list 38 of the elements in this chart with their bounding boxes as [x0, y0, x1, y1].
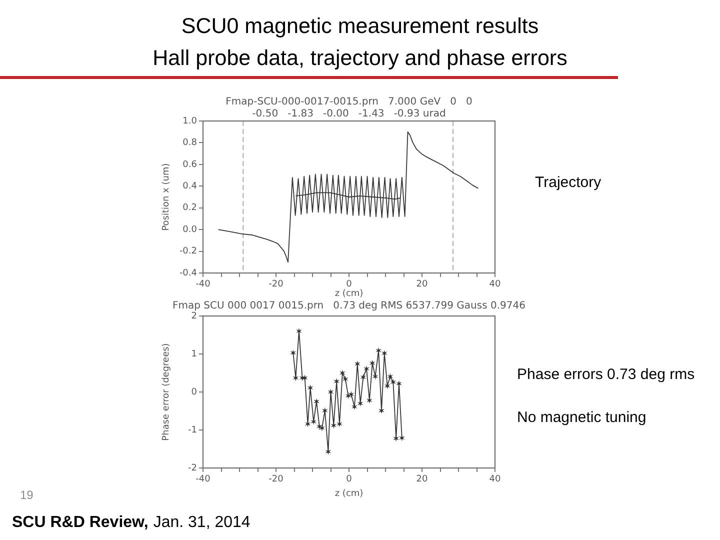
x-tick-label: 20	[416, 280, 428, 290]
y-tick-label: -2	[188, 463, 197, 474]
y-tick-label: -0.2	[179, 246, 197, 257]
text: Trajectory	[535, 174, 602, 191]
text: Jan. 31, 2014	[153, 514, 250, 531]
chart-subtitle: -0.50 -1.83 -0.00 -1.43 -0.93 urad	[252, 108, 446, 120]
y-tick-label: 0.0	[182, 224, 198, 235]
y-axis-title: Phase error (degrees)	[162, 343, 172, 441]
y-tick-label: 0	[191, 387, 198, 398]
y-tick-label: -0.4	[179, 268, 198, 278]
x-axis-title: z (cm)	[334, 288, 364, 299]
chart-title: Fmap-SCU-000-0017-0015.prn 7.000 GeV 0 0	[226, 96, 472, 108]
text: 19	[20, 488, 34, 502]
y-tick-label: 0.4	[182, 181, 198, 192]
y-tick-label: 1	[191, 349, 197, 360]
text: Phase errors 0.73 deg rms	[517, 366, 695, 383]
y-tick-label: 0.2	[182, 203, 197, 214]
x-tick-label: 0	[346, 474, 352, 485]
text: SCU0 magnetic measurement results	[180, 14, 540, 39]
y-tick-label: 0.8	[182, 138, 198, 148]
y-tick-label: 0.6	[182, 160, 198, 170]
x-tick-label: -40	[196, 280, 211, 290]
x-tick-label: -20	[268, 474, 284, 485]
y-axis-title: Position x (um)	[162, 163, 172, 231]
x-tick-label: 20	[416, 474, 428, 485]
x-tick-label: 40	[489, 474, 501, 485]
y-tick-label: 1.0	[182, 116, 198, 126]
text: Hall probe data, trajectory and phase errors	[152, 46, 568, 71]
x-tick-label: -40	[196, 474, 211, 485]
x-tick-label: 40	[489, 280, 501, 290]
x-axis-title: z (cm)	[334, 488, 364, 499]
x-tick-label: -20	[268, 280, 284, 290]
x-tick-label: 0	[346, 280, 352, 290]
text: No magnetic tuning	[517, 409, 646, 426]
chart-title: Fmap SCU 000 0017 0015.prn 0.73 deg RMS 6537.799 Gauss 0.9746	[172, 300, 526, 312]
text: SCU R&D Review,	[12, 514, 148, 531]
y-tick-label: -1	[188, 425, 197, 436]
y-tick-label: 2	[191, 311, 197, 322]
